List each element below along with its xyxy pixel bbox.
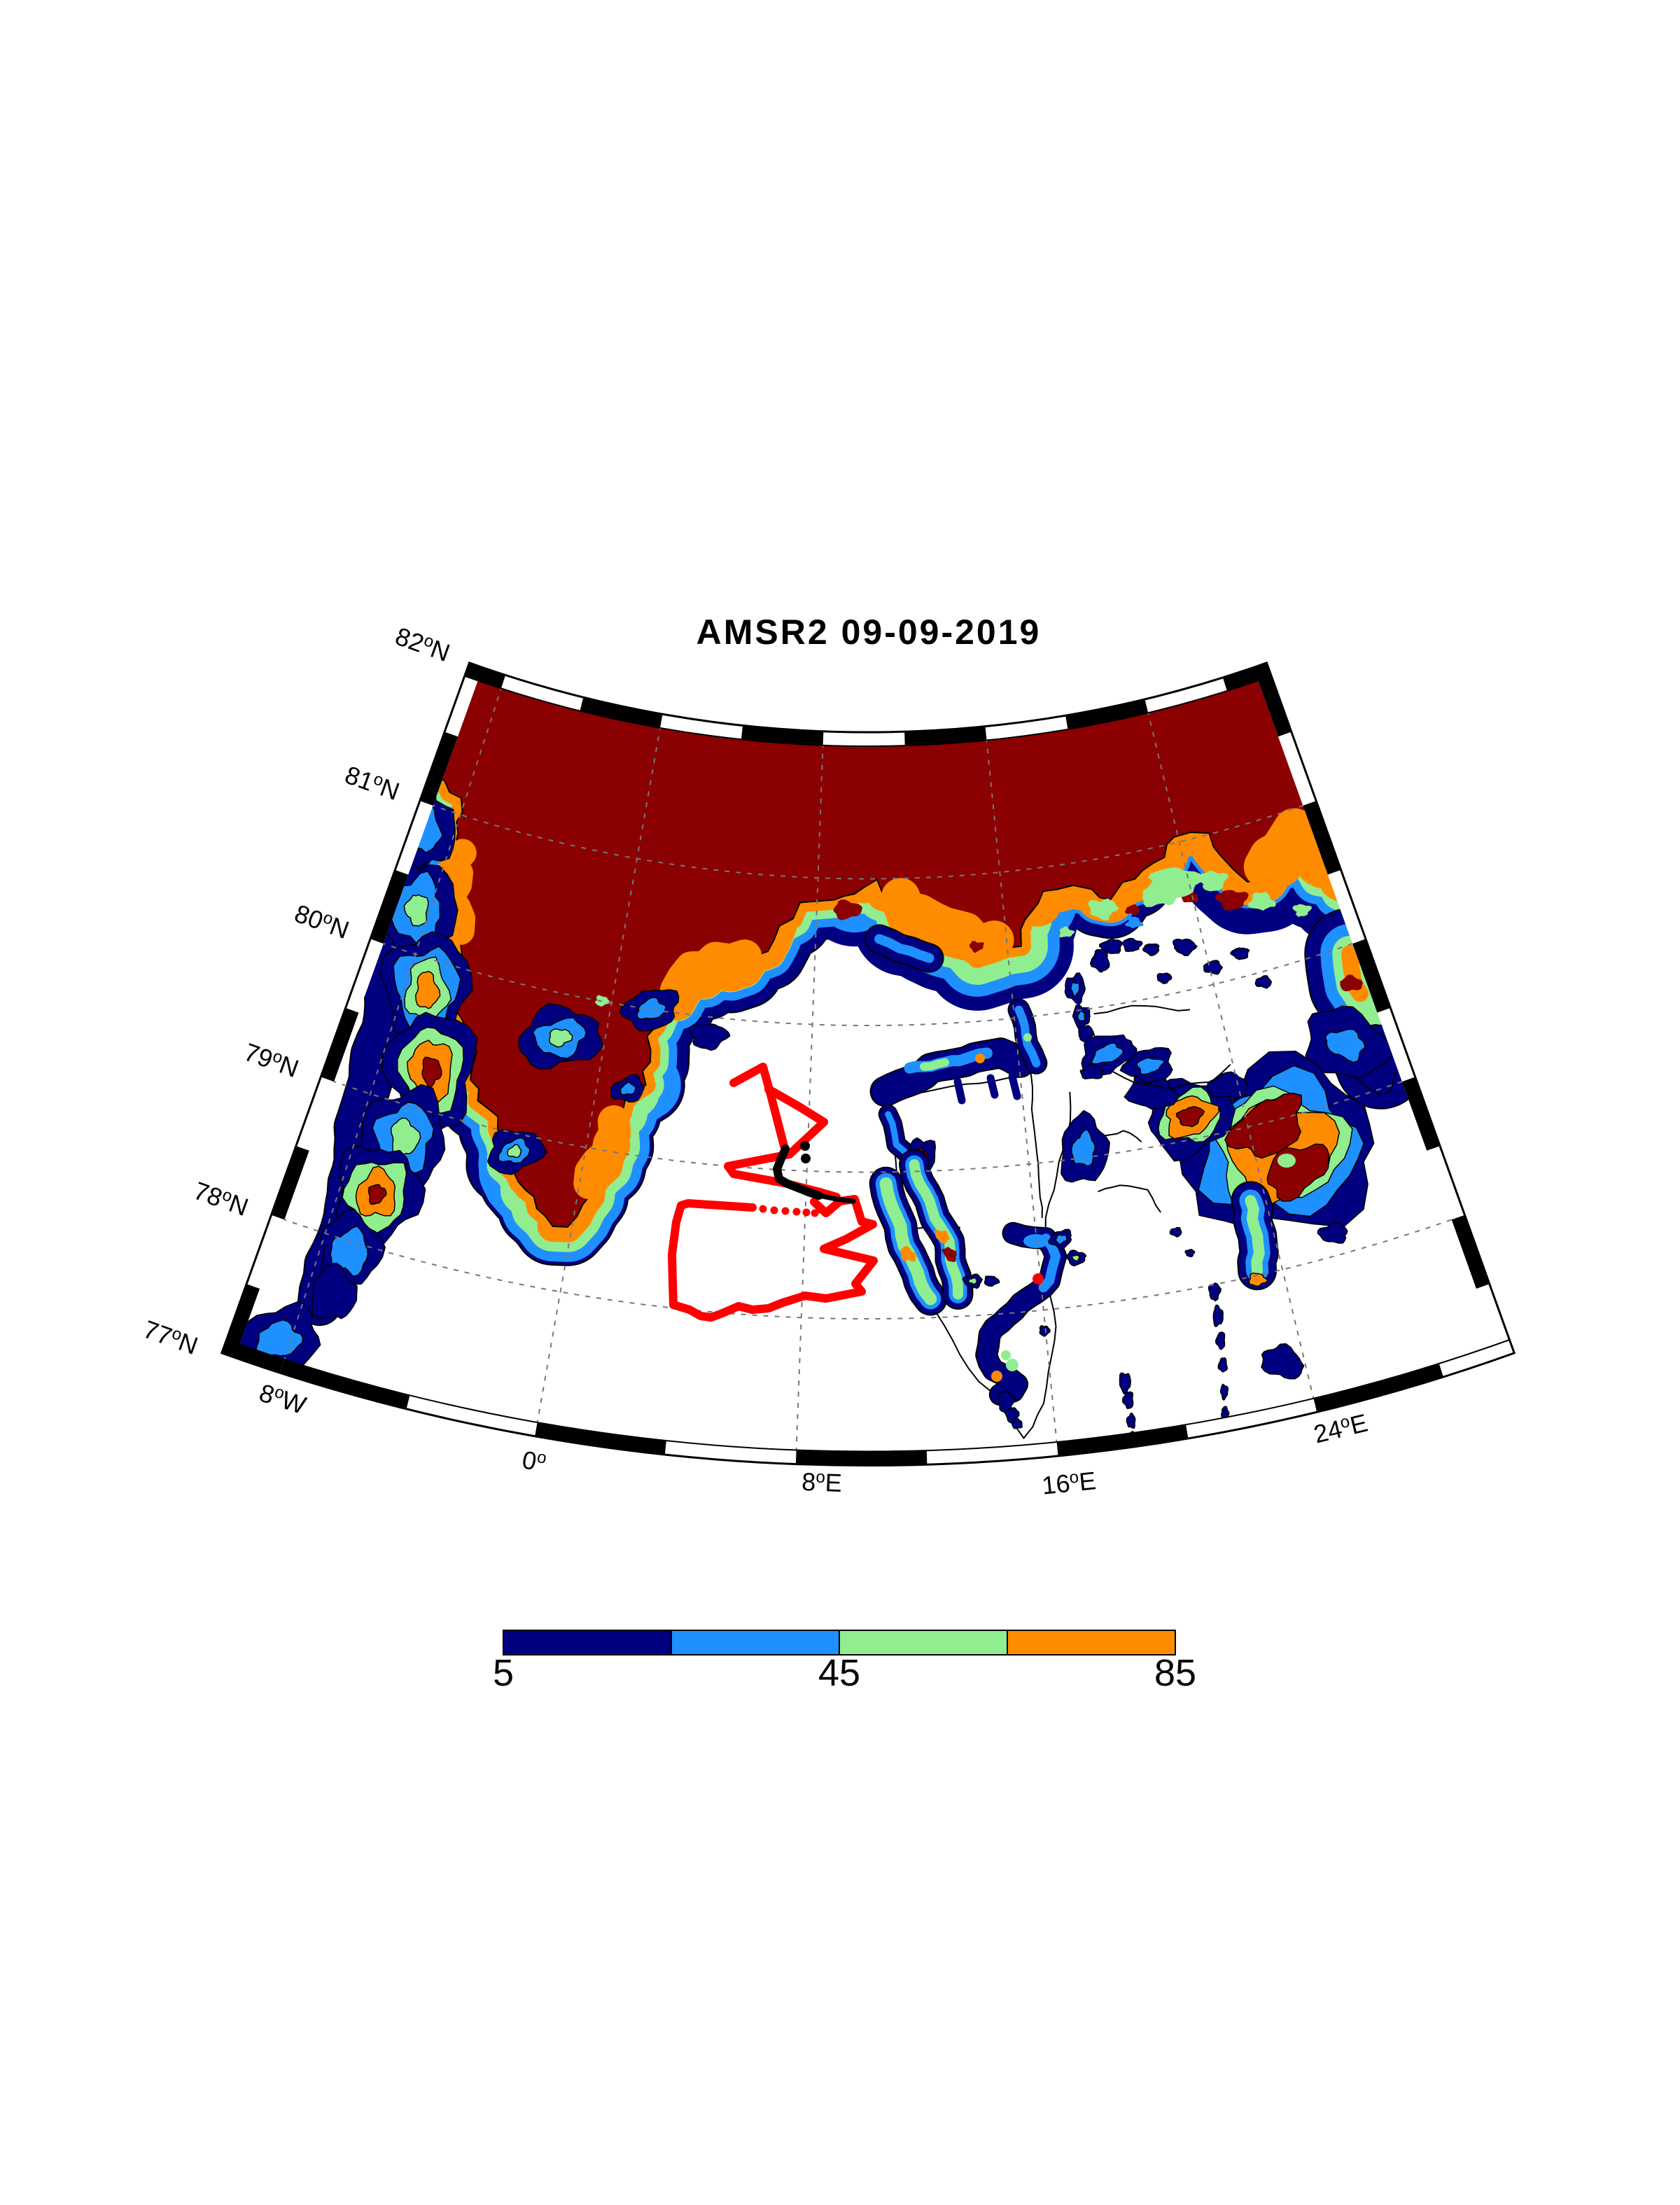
- svg-text:45: 45: [818, 1652, 860, 1694]
- svg-text:16oE: 16oE: [1040, 1466, 1097, 1499]
- svg-text:AMSR2 09-09-2019: AMSR2 09-09-2019: [696, 612, 1042, 652]
- svg-text:85: 85: [1154, 1652, 1196, 1694]
- svg-text:0o: 0o: [520, 1445, 548, 1477]
- svg-text:5: 5: [493, 1652, 514, 1694]
